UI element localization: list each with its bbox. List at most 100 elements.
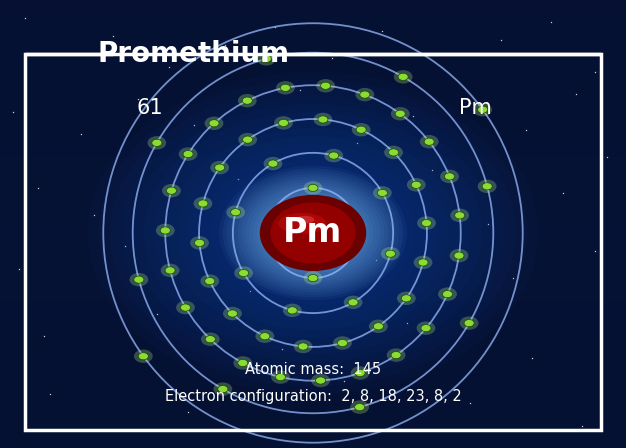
Bar	[0, 90, 626, 101]
Bar	[0, 381, 626, 392]
Circle shape	[209, 120, 219, 127]
Bar	[0, 358, 626, 370]
Ellipse shape	[295, 216, 314, 224]
Ellipse shape	[260, 195, 366, 271]
Ellipse shape	[281, 210, 345, 256]
Bar	[0, 347, 626, 358]
Circle shape	[316, 377, 326, 384]
Circle shape	[397, 292, 416, 305]
Bar	[0, 269, 626, 280]
Ellipse shape	[278, 208, 348, 258]
Ellipse shape	[272, 204, 354, 262]
Circle shape	[230, 209, 240, 216]
Circle shape	[234, 266, 253, 280]
Circle shape	[283, 304, 302, 317]
Circle shape	[242, 97, 252, 104]
Circle shape	[414, 256, 433, 269]
Circle shape	[294, 340, 312, 353]
Bar	[0, 11, 626, 22]
Bar	[0, 179, 626, 190]
Ellipse shape	[272, 203, 354, 263]
Bar	[0, 78, 626, 90]
Ellipse shape	[294, 220, 332, 246]
Text: Pm: Pm	[459, 98, 492, 117]
Bar	[0, 123, 626, 134]
Circle shape	[394, 70, 413, 83]
Circle shape	[198, 200, 208, 207]
Circle shape	[304, 271, 322, 285]
Circle shape	[268, 160, 278, 167]
Circle shape	[160, 227, 170, 234]
Bar	[0, 56, 626, 67]
Circle shape	[218, 386, 228, 393]
Circle shape	[369, 319, 387, 333]
Bar	[0, 213, 626, 224]
Circle shape	[329, 152, 339, 159]
Circle shape	[421, 220, 431, 227]
Circle shape	[360, 91, 370, 98]
Circle shape	[130, 273, 148, 286]
Ellipse shape	[292, 218, 334, 248]
Circle shape	[200, 274, 219, 288]
Circle shape	[165, 267, 175, 274]
Circle shape	[420, 135, 439, 148]
Bar	[0, 101, 626, 112]
Circle shape	[417, 216, 436, 230]
Circle shape	[223, 307, 242, 320]
Bar	[0, 134, 626, 146]
Circle shape	[183, 151, 193, 158]
Circle shape	[395, 110, 405, 117]
Bar	[0, 157, 626, 168]
Bar	[0, 414, 626, 426]
Circle shape	[391, 107, 409, 121]
Circle shape	[351, 401, 369, 414]
Bar	[0, 202, 626, 213]
Bar	[0, 325, 626, 336]
Circle shape	[275, 374, 285, 381]
Circle shape	[443, 291, 453, 298]
Circle shape	[438, 288, 457, 301]
Circle shape	[134, 276, 144, 283]
Ellipse shape	[257, 193, 369, 273]
Circle shape	[398, 73, 408, 80]
Circle shape	[387, 349, 406, 362]
Circle shape	[239, 133, 257, 146]
Circle shape	[386, 250, 396, 257]
Circle shape	[156, 224, 175, 237]
Circle shape	[324, 149, 343, 162]
Circle shape	[356, 126, 366, 134]
Bar	[0, 314, 626, 325]
Circle shape	[355, 370, 365, 377]
Ellipse shape	[230, 174, 396, 292]
Circle shape	[308, 275, 318, 282]
Bar	[0, 45, 626, 56]
Circle shape	[314, 113, 332, 126]
Circle shape	[162, 184, 181, 198]
Bar	[0, 190, 626, 202]
Circle shape	[391, 352, 401, 359]
Circle shape	[190, 236, 209, 250]
Circle shape	[260, 332, 270, 340]
Ellipse shape	[279, 213, 326, 234]
Bar	[0, 235, 626, 246]
Circle shape	[279, 119, 289, 126]
Bar	[0, 291, 626, 302]
Ellipse shape	[298, 222, 328, 244]
Circle shape	[205, 277, 215, 284]
Circle shape	[450, 209, 469, 222]
Bar	[25, 54, 601, 430]
Circle shape	[280, 84, 290, 91]
Circle shape	[348, 299, 358, 306]
Bar	[0, 0, 626, 11]
Text: Electron configuration:  2, 8, 18, 23, 8, 2: Electron configuration: 2, 8, 18, 23, 8,…	[165, 389, 461, 404]
Circle shape	[344, 296, 362, 309]
Circle shape	[401, 295, 411, 302]
Circle shape	[311, 374, 330, 387]
Circle shape	[318, 116, 328, 123]
Bar	[0, 258, 626, 269]
Circle shape	[201, 332, 220, 346]
Circle shape	[227, 310, 237, 317]
Circle shape	[421, 324, 431, 332]
Circle shape	[178, 147, 197, 161]
Ellipse shape	[275, 206, 351, 260]
